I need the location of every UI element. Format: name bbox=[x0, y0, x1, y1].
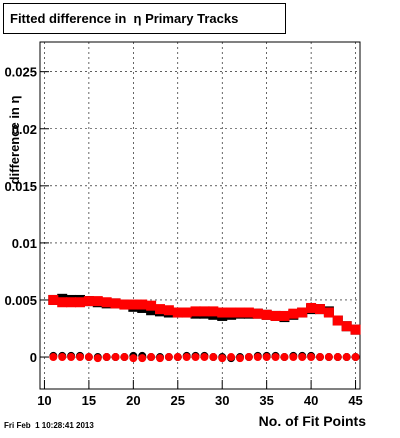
point bbox=[332, 315, 343, 326]
point bbox=[93, 354, 102, 363]
point bbox=[252, 308, 263, 319]
point bbox=[297, 307, 308, 318]
x-axis-label: No. of Fit Points bbox=[259, 413, 367, 429]
point bbox=[172, 307, 183, 318]
point bbox=[315, 304, 325, 315]
x-tick-label: 15 bbox=[82, 393, 96, 408]
x-tick-label: 35 bbox=[259, 393, 273, 408]
point bbox=[236, 354, 244, 363]
point bbox=[66, 297, 77, 308]
point bbox=[146, 300, 157, 311]
point bbox=[120, 353, 129, 362]
point bbox=[110, 298, 121, 309]
y-tick-label: 0.02 bbox=[12, 122, 37, 137]
point bbox=[271, 353, 280, 362]
point bbox=[298, 353, 307, 362]
x-tick-label: 25 bbox=[171, 393, 185, 408]
point bbox=[244, 353, 253, 362]
y-tick-label: 0.025 bbox=[4, 65, 37, 80]
point bbox=[101, 297, 112, 308]
point bbox=[57, 297, 68, 308]
point bbox=[163, 305, 174, 316]
point bbox=[92, 296, 103, 307]
point bbox=[76, 353, 84, 362]
point bbox=[181, 307, 192, 318]
point bbox=[119, 299, 130, 310]
chart-title: Fitted difference in η Primary Tracks bbox=[10, 11, 238, 26]
point bbox=[75, 297, 85, 308]
y-axis-label: difference in η bbox=[7, 96, 22, 185]
point bbox=[137, 299, 148, 310]
point bbox=[190, 306, 201, 317]
point bbox=[342, 353, 351, 362]
point bbox=[341, 321, 352, 332]
point bbox=[262, 353, 271, 362]
x-tick-label: 40 bbox=[304, 393, 318, 408]
point bbox=[227, 353, 236, 362]
point bbox=[306, 302, 317, 313]
y-tick-label: 0.01 bbox=[12, 236, 37, 251]
point bbox=[182, 353, 191, 362]
point bbox=[289, 353, 298, 362]
point bbox=[226, 307, 237, 318]
point bbox=[209, 353, 218, 362]
x-tick-label: 20 bbox=[126, 393, 140, 408]
point bbox=[243, 307, 254, 318]
point bbox=[307, 353, 316, 362]
point bbox=[164, 353, 173, 362]
point bbox=[138, 354, 147, 363]
x-tick-label: 45 bbox=[348, 393, 362, 408]
point bbox=[156, 354, 164, 363]
point bbox=[288, 308, 299, 319]
point bbox=[155, 304, 165, 315]
point bbox=[83, 296, 94, 307]
y-tick-label: 0 bbox=[30, 350, 37, 365]
y-tick-label: 0.005 bbox=[4, 293, 37, 308]
point bbox=[199, 306, 210, 317]
point bbox=[316, 353, 324, 362]
plot-frame bbox=[39, 41, 361, 390]
point bbox=[191, 353, 200, 362]
point bbox=[351, 353, 360, 362]
point bbox=[323, 307, 334, 318]
point bbox=[235, 307, 245, 318]
point bbox=[324, 353, 333, 362]
point bbox=[270, 310, 281, 321]
point bbox=[217, 307, 228, 318]
x-tick-label: 30 bbox=[215, 393, 229, 408]
title-box bbox=[3, 3, 286, 34]
point bbox=[147, 353, 156, 362]
point bbox=[48, 294, 59, 305]
point bbox=[261, 309, 272, 320]
point bbox=[102, 353, 111, 362]
point bbox=[333, 353, 342, 362]
y-tick-label: 0.015 bbox=[4, 179, 37, 194]
point bbox=[350, 324, 361, 335]
point bbox=[279, 310, 290, 321]
point bbox=[218, 354, 227, 363]
point bbox=[49, 353, 58, 362]
point bbox=[280, 353, 289, 362]
point bbox=[84, 353, 93, 362]
x-tick-label: 10 bbox=[37, 393, 51, 408]
point bbox=[200, 353, 209, 362]
point bbox=[58, 353, 67, 362]
point bbox=[208, 306, 219, 317]
point bbox=[67, 353, 76, 362]
point bbox=[253, 353, 262, 362]
point bbox=[111, 353, 120, 362]
point bbox=[173, 353, 182, 362]
point bbox=[128, 299, 139, 310]
footnote: Fri Feb 1 10:28:41 2013 bbox=[4, 421, 94, 430]
point bbox=[129, 354, 138, 363]
